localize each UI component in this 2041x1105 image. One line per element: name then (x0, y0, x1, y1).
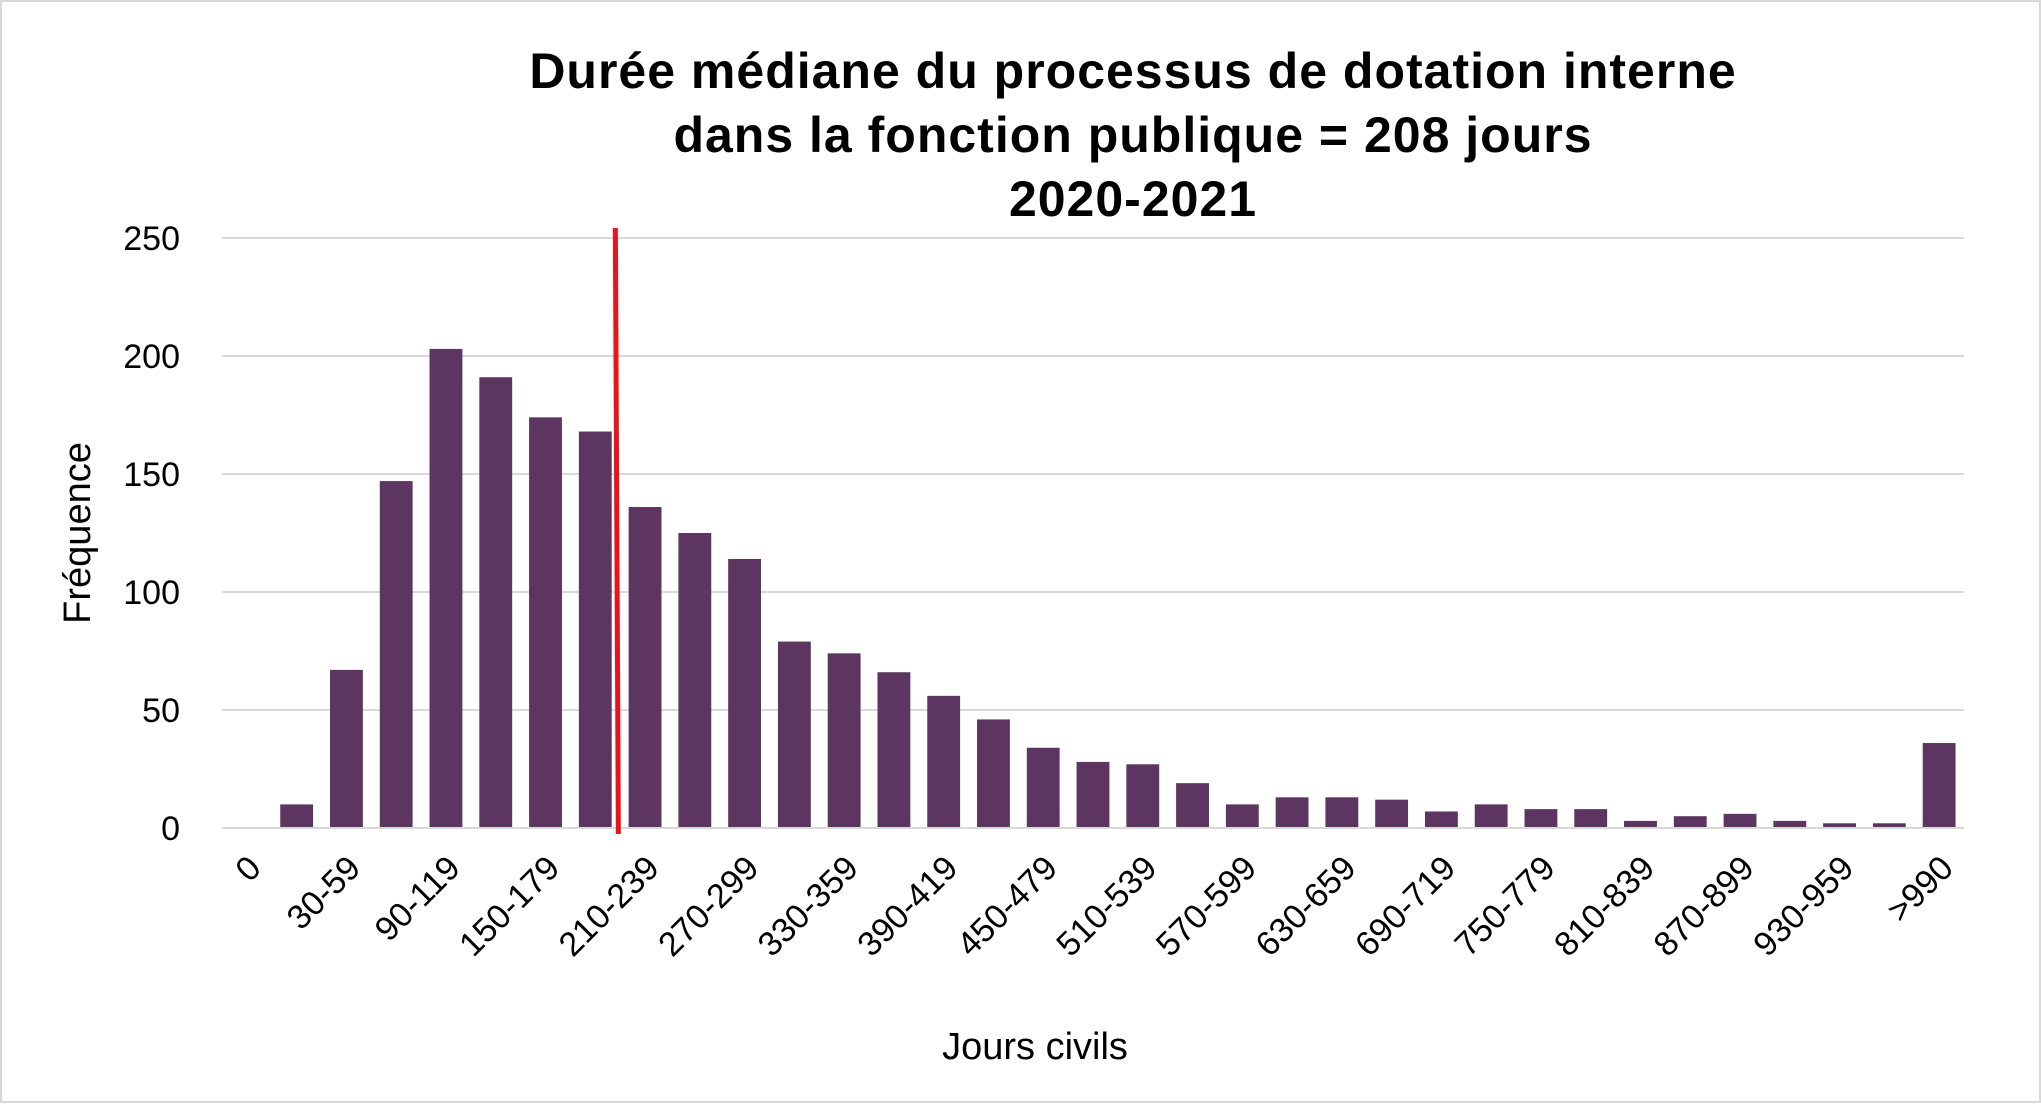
chart-title-line-1: Durée médiane du processus de dotation i… (529, 43, 1736, 99)
x-tick-label: 90-119 (368, 849, 468, 949)
chart-title: Durée médiane du processus de dotation i… (529, 43, 1736, 227)
bar-600-629 (1275, 797, 1309, 828)
bar-630-659 (1325, 797, 1359, 828)
bar-330-359 (827, 653, 861, 828)
bar-390-419 (927, 695, 961, 828)
bars (280, 348, 1956, 828)
bar-90-119 (429, 348, 463, 828)
y-axis-title: Fréquence (57, 442, 99, 624)
x-tick-label: 0 (228, 849, 268, 889)
gridlines (222, 237, 1964, 711)
x-tick-label: 810-839 (1547, 849, 1662, 964)
bar-150-179 (529, 417, 562, 828)
x-tick-label: 450-479 (950, 849, 1065, 964)
bar-690-719 (1424, 811, 1458, 828)
bar-660-689 (1375, 799, 1409, 828)
bar-750-779 (1524, 809, 1558, 828)
bar-450-479 (1026, 747, 1060, 828)
x-tick-label: 150-179 (452, 849, 567, 964)
bar-420-449 (977, 719, 1010, 828)
bar-780-809 (1574, 809, 1608, 828)
bar-810-839 (1624, 820, 1657, 828)
bar-840-869 (1673, 816, 1707, 828)
bar-510-539 (1126, 764, 1160, 828)
bar->990 (1922, 743, 1956, 828)
x-axis-title: Jours civils (942, 1026, 1128, 1068)
bar-720-749 (1474, 804, 1508, 828)
y-tick-label: 250 (123, 220, 180, 258)
bar-180-209 (578, 431, 612, 828)
x-tick-label: >990 (1880, 849, 1961, 930)
bar-570-599 (1225, 804, 1259, 828)
x-tick-label: 330-359 (751, 849, 866, 964)
x-tick-label: 210-239 (552, 849, 667, 964)
bar-240-269 (678, 533, 712, 828)
y-tick-label: 100 (123, 574, 180, 612)
y-tick-label: 50 (142, 692, 180, 730)
bar-960-989 (1872, 823, 1906, 828)
bar-270-299 (728, 558, 762, 828)
x-axis-ticks: 0 30-59 90-119150-179210-239270-299330-359… (228, 849, 1960, 964)
x-tick-label: 930-959 (1746, 849, 1861, 964)
bar-540-569 (1176, 783, 1209, 828)
chart-title-line-3: 2020-2021 (1009, 171, 1257, 227)
y-tick-label: 200 (123, 338, 180, 376)
chart-title-line-2: dans la fonction publique = 208 jours (673, 107, 1592, 163)
y-tick-label: 0 (161, 810, 180, 848)
bar-900-929 (1773, 820, 1807, 828)
x-tick-label: 390-419 (850, 849, 965, 964)
bar-0-29 (280, 804, 314, 828)
y-axis-ticks: 0 50 100 150 200 250 (123, 220, 180, 848)
x-tick-label: 510-539 (1049, 849, 1164, 964)
x-tick-label: 30-59 (280, 849, 368, 937)
bar-480-509 (1076, 761, 1110, 828)
x-tick-label: 570-599 (1149, 849, 1264, 964)
x-tick-label: 630-659 (1248, 849, 1363, 964)
x-tick-label: 270-299 (651, 849, 766, 964)
bar-30-59 (330, 669, 363, 828)
x-tick-label: 870-899 (1647, 849, 1762, 964)
median-line (612, 227, 621, 835)
bar-930-959 (1823, 823, 1856, 828)
bar-120-149 (479, 377, 513, 828)
y-tick-label: 150 (123, 456, 180, 494)
bar-60-89 (379, 481, 413, 828)
bar-360-389 (877, 672, 911, 828)
bar-870-899 (1723, 813, 1757, 828)
x-tick-label: 690-719 (1348, 849, 1463, 964)
bar-300-329 (777, 641, 811, 828)
bar-210-239 (628, 507, 662, 828)
x-tick-label: 750-779 (1447, 849, 1562, 964)
